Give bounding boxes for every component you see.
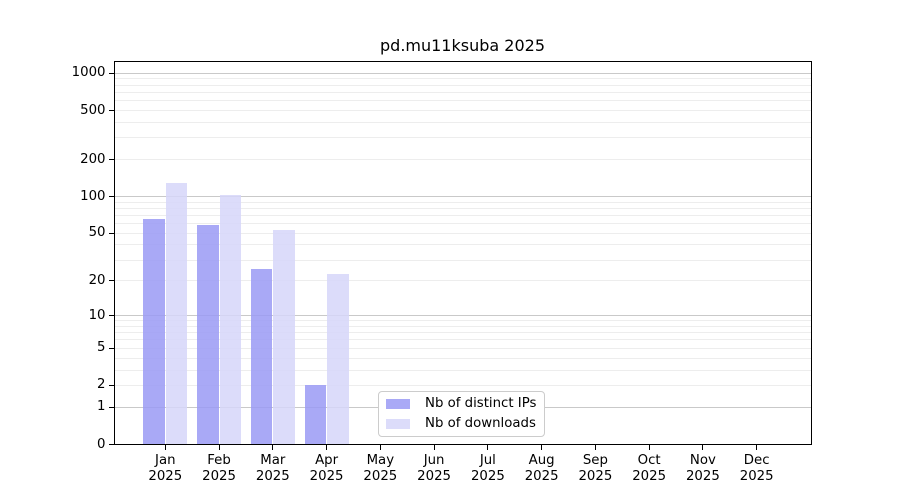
minor-gridline-300: [113, 137, 812, 139]
legend-swatch-distinct-ips: [386, 399, 410, 409]
bar-downloads-mar: [273, 230, 295, 445]
x-tick-label-mar: Mar 2025: [255, 452, 290, 484]
bar-distinct-ips-apr: [304, 385, 327, 445]
x-tick-mark-aug: [541, 445, 543, 450]
y-tick-mark-5: [108, 347, 114, 349]
x-tick-mark-oct: [648, 445, 650, 450]
legend-row-downloads: Nb of downloads: [386, 416, 544, 432]
legend-row-distinct-ips: Nb of distinct IPs: [386, 396, 544, 412]
chart-title: pd.mu11ksuba 2025: [380, 36, 545, 55]
minor-gridline-70: [113, 214, 812, 216]
x-tick-mark-dec: [756, 445, 758, 450]
x-tick-mark-jun: [433, 445, 435, 450]
y-tick-mark-10: [108, 315, 114, 317]
y-tick-label-2: 2: [97, 377, 106, 393]
minor-gridline-9: [113, 320, 812, 322]
minor-gridline-40: [113, 244, 812, 246]
x-tick-label-jun: Jun 2025: [417, 452, 452, 484]
minor-gridline-90: [113, 201, 812, 203]
legend-label-downloads: Nb of downloads: [425, 416, 536, 431]
x-tick-mark-may: [379, 445, 381, 450]
x-tick-mark-sep: [594, 445, 596, 450]
minor-gridline-900: [113, 78, 812, 80]
bar-distinct-ips-mar: [250, 269, 273, 445]
x-tick-label-feb: Feb 2025: [202, 452, 236, 484]
bar-downloads-apr: [327, 273, 349, 445]
y-tick-label-500: 500: [80, 102, 106, 118]
y-tick-mark-20: [108, 280, 114, 282]
legend-swatch-downloads: [386, 419, 410, 429]
x-tick-label-aug: Aug 2025: [524, 452, 559, 484]
x-tick-mark-feb: [218, 445, 220, 450]
minor-gridline-8: [113, 325, 812, 327]
minor-gridline-800: [113, 84, 812, 86]
y-tick-label-50: 50: [88, 225, 106, 241]
x-tick-label-nov: Nov 2025: [685, 452, 720, 484]
y-tick-label-100: 100: [80, 188, 106, 204]
x-tick-label-dec: Dec 2025: [739, 452, 774, 484]
minor-gridline-400: [113, 121, 812, 123]
x-tick-label-jul: Jul 2025: [470, 452, 505, 484]
y-tick-label-20: 20: [88, 272, 106, 288]
x-tick-label-jan: Jan 2025: [148, 452, 183, 484]
minor-gridline-6: [113, 339, 812, 341]
x-tick-label-apr: Apr 2025: [309, 452, 344, 484]
minor-gridline-30: [113, 259, 812, 261]
x-tick-mark-mar: [272, 445, 274, 450]
y-tick-mark-1: [108, 406, 114, 408]
y-tick-mark-200: [108, 159, 114, 161]
major-gridline-10: [113, 315, 812, 317]
minor-gridline-5: [113, 347, 812, 349]
x-tick-mark-jul: [487, 445, 489, 450]
legend-label-distinct-ips: Nb of distinct IPs: [425, 396, 537, 411]
y-tick-mark-1000: [108, 72, 114, 74]
y-tick-label-1: 1: [97, 399, 106, 415]
y-tick-label-5: 5: [97, 340, 106, 356]
minor-gridline-500: [113, 110, 812, 111]
minor-gridline-80: [113, 207, 812, 209]
x-tick-mark-jan: [164, 445, 166, 450]
bar-downloads-jan: [165, 182, 188, 445]
y-tick-label-0: 0: [97, 436, 106, 452]
minor-gridline-2: [113, 384, 812, 386]
minor-gridline-60: [113, 223, 812, 225]
minor-gridline-3: [113, 369, 812, 371]
x-tick-mark-apr: [326, 445, 328, 450]
x-tick-mark-nov: [702, 445, 704, 450]
minor-gridline-600: [113, 100, 812, 102]
y-tick-mark-500: [108, 110, 114, 111]
bar-distinct-ips-jan: [143, 218, 165, 445]
y-tick-mark-50: [108, 232, 114, 234]
y-tick-label-10: 10: [88, 307, 106, 323]
x-tick-label-oct: Oct 2025: [632, 452, 667, 484]
bar-downloads-feb: [219, 194, 242, 445]
minor-gridline-200: [113, 159, 812, 161]
minor-gridline-700: [113, 91, 812, 93]
minor-gridline-7: [113, 332, 812, 334]
bar-distinct-ips-feb: [197, 225, 219, 445]
minor-gridline-20: [113, 280, 812, 282]
major-gridline-1000: [113, 72, 812, 74]
minor-gridline-4: [113, 357, 812, 359]
y-tick-mark-0: [108, 444, 114, 445]
legend: Nb of distinct IPs Nb of downloads: [378, 391, 545, 437]
major-gridline-100: [113, 196, 812, 198]
y-tick-mark-2: [108, 384, 114, 386]
y-tick-label-200: 200: [80, 151, 106, 167]
x-tick-label-may: May 2025: [363, 452, 398, 484]
y-tick-label-1000: 1000: [71, 65, 106, 81]
minor-gridline-50: [113, 232, 812, 234]
x-tick-label-sep: Sep 2025: [578, 452, 613, 484]
y-tick-mark-100: [108, 196, 114, 198]
